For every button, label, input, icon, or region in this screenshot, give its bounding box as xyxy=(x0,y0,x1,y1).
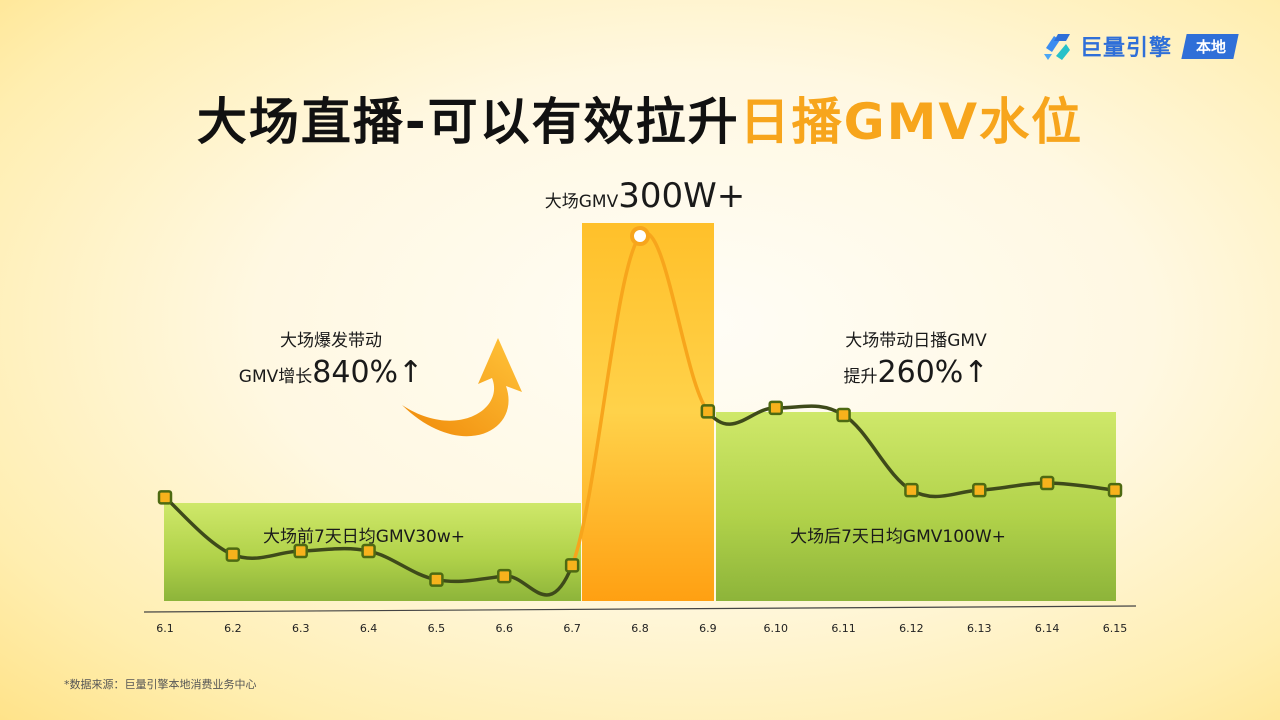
brand-logo: 巨量引擎 本地 xyxy=(1042,30,1239,62)
juliang-engine-logo-icon xyxy=(1043,34,1070,60)
band-after-label: 大场后7天日均GMV100W+ xyxy=(790,527,1006,547)
data-point xyxy=(157,490,173,505)
right-annotation: 大场带动日播GMV 提升260%↑ xyxy=(806,330,1026,393)
x-tick-label: 6.12 xyxy=(899,622,924,635)
left-annotation-value: 840%↑ xyxy=(312,354,424,390)
x-tick-label: 6.2 xyxy=(224,622,242,635)
x-tick-label: 6.8 xyxy=(631,622,649,635)
band-after xyxy=(716,412,1116,601)
data-point xyxy=(1039,475,1055,491)
data-point xyxy=(564,558,580,573)
right-annotation-label: 提升 xyxy=(843,366,878,387)
x-tick-label: 6.7 xyxy=(563,622,581,635)
data-source-note: *数据来源：巨量引擎本地消费业务中心 xyxy=(64,678,257,691)
data-point xyxy=(1107,482,1123,498)
left-annotation-label: GMV增长 xyxy=(238,366,313,387)
x-tick-label: 6.3 xyxy=(292,622,310,635)
brand-name: 巨量引擎 xyxy=(1079,36,1172,61)
x-tick-label: 6.5 xyxy=(428,622,446,635)
data-point xyxy=(293,543,308,559)
x-tick-label: 6.15 xyxy=(1103,622,1128,635)
data-point xyxy=(904,482,919,498)
peak-annotation: 大场GMV300W+ xyxy=(520,174,770,220)
peak-label: 大场GMV xyxy=(544,192,619,212)
right-annotation-value: 260%↑ xyxy=(877,354,989,390)
growth-arrow-icon xyxy=(402,338,522,437)
data-point xyxy=(700,404,716,419)
x-tick-label: 6.10 xyxy=(763,622,788,635)
data-point xyxy=(836,407,851,423)
page-title: 大场直播-可以有效拉升日播GMV水位 xyxy=(0,82,1280,154)
peak-value: 300W+ xyxy=(618,176,746,216)
data-point xyxy=(497,568,512,584)
x-tick-label: 6.6 xyxy=(496,622,514,635)
title-main: 大场直播-可以有效拉升 xyxy=(196,93,740,151)
data-point xyxy=(361,543,376,559)
left-annotation-line1: 大场爆发带动 xyxy=(280,331,382,351)
x-tick-label: 6.11 xyxy=(831,622,856,635)
x-axis xyxy=(143,605,1137,613)
x-tick-label: 6.9 xyxy=(699,622,717,635)
left-annotation: 大场爆发带动 GMV增长840%↑ xyxy=(226,330,436,393)
data-point xyxy=(768,400,783,416)
x-tick-label: 6.1 xyxy=(156,622,174,635)
data-point xyxy=(429,572,444,587)
x-tick-label: 6.13 xyxy=(967,622,992,635)
x-tick-label: 6.4 xyxy=(360,622,378,635)
right-annotation-line1: 大场带动日播GMV xyxy=(845,331,987,351)
x-tick-label: 6.14 xyxy=(1035,622,1060,635)
data-point-peak xyxy=(630,226,650,246)
band-before-label: 大场前7天日均GMV30w+ xyxy=(262,527,466,547)
title-highlight: 日播GMV水位 xyxy=(739,93,1084,151)
data-point xyxy=(972,482,987,498)
data-point xyxy=(225,547,241,562)
